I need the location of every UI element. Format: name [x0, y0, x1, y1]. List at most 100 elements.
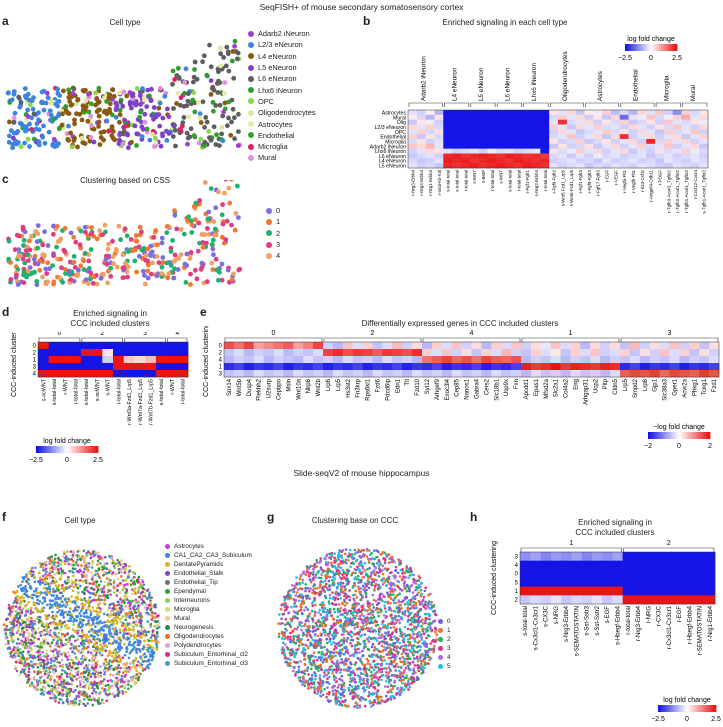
cell-point — [356, 706, 359, 710]
cell-point — [99, 665, 103, 668]
heatmap-d-colorbar-step — [42, 446, 45, 453]
group-label: Microglia — [663, 75, 670, 101]
heatmap-cell — [416, 110, 426, 116]
heatmap-cell — [689, 363, 700, 371]
cell-point — [102, 564, 106, 568]
cell-point — [69, 619, 72, 623]
cell-point — [164, 138, 170, 143]
cell-point — [27, 633, 31, 636]
heatmap-cell — [522, 119, 532, 125]
heatmap-cell — [431, 356, 443, 364]
cell-point — [104, 666, 107, 670]
heatmap-cell — [549, 163, 559, 169]
cell-point — [124, 593, 128, 596]
heatmap-cell — [681, 129, 691, 135]
cell-point — [74, 567, 77, 571]
heatmap-cell — [593, 124, 603, 130]
heatmap-cell — [478, 143, 488, 149]
heatmap-cell — [619, 124, 629, 130]
cell-point — [39, 655, 43, 658]
cell-point — [33, 126, 39, 132]
heatmap-cell — [522, 129, 532, 135]
cell-point — [117, 673, 121, 676]
heatmap-cell — [496, 114, 506, 120]
heatmap-cell — [540, 143, 550, 149]
cell-point — [133, 247, 138, 253]
heatmap-cell — [646, 143, 656, 149]
cell-point — [131, 616, 135, 620]
legend-f-item: Neurogenesis — [165, 623, 252, 632]
heatmap-cell — [496, 110, 506, 116]
cell-point — [11, 655, 14, 659]
cell-point — [145, 596, 149, 600]
heatmap-cell — [342, 342, 353, 350]
cell-point — [171, 259, 177, 264]
heatmap-cell — [422, 363, 433, 371]
cell-point — [86, 680, 89, 683]
cell-point — [11, 135, 16, 141]
heatmap-cell — [681, 143, 691, 149]
cell-point — [209, 260, 215, 266]
cell-point — [328, 588, 332, 591]
cell-point — [9, 631, 12, 634]
cell-point — [216, 189, 221, 195]
cell-point — [137, 677, 140, 680]
heatmap-cell — [323, 363, 334, 371]
cell-point — [32, 570, 35, 573]
heatmap-cell — [560, 370, 571, 378]
group-bracket — [422, 337, 521, 342]
heatmap-col-label: Col4a2 — [564, 378, 570, 398]
cell-point — [153, 616, 157, 620]
cell-point — [55, 594, 59, 597]
cell-point — [120, 674, 124, 678]
heatmap-cell — [540, 114, 550, 120]
cell-point — [174, 73, 180, 78]
cell-point — [83, 615, 86, 618]
heatmap-cell — [600, 349, 611, 357]
cell-point — [133, 102, 139, 108]
cell-point — [78, 228, 84, 234]
panel-d-title-2: CCC included clusters — [70, 319, 150, 328]
cell-point — [10, 626, 13, 630]
cell-point — [99, 562, 102, 565]
cell-point — [74, 639, 77, 643]
cell-point — [51, 137, 57, 142]
cell-point — [12, 247, 18, 252]
cell-point — [86, 666, 89, 670]
cell-point — [128, 565, 131, 568]
heatmap-cell — [610, 143, 621, 149]
heatmap-cell — [522, 163, 532, 169]
cell-point — [120, 575, 123, 578]
cell-point — [25, 107, 31, 113]
cell-point — [61, 701, 65, 705]
cell-point — [70, 665, 73, 669]
heatmap-cell — [70, 342, 82, 350]
cell-point — [58, 675, 62, 678]
heatmap-col-label: Edn1 — [395, 378, 401, 393]
cell-point — [120, 570, 123, 574]
cell-point — [117, 664, 120, 667]
cell-point — [113, 628, 116, 632]
cell-point — [54, 683, 57, 687]
heatmap-cell — [580, 356, 591, 364]
heatmap-cell — [416, 119, 426, 125]
cell-point — [13, 646, 16, 649]
heatmap-cell — [566, 110, 576, 116]
heatmap-cell — [593, 148, 603, 154]
cell-point — [116, 694, 120, 698]
scatter-a — [5, 38, 243, 151]
cell-point — [144, 633, 148, 637]
cell-point — [128, 669, 131, 672]
cell-point — [100, 232, 106, 237]
legend-c-item: 4 — [266, 250, 280, 261]
cell-point — [149, 599, 152, 602]
heatmap-cell — [283, 342, 294, 350]
legend-a-label: L5 eNeuron — [258, 63, 297, 73]
cell-point — [143, 652, 146, 656]
cell-point — [57, 693, 61, 696]
cell-point — [151, 235, 157, 240]
cell-point — [123, 583, 127, 587]
cell-point — [290, 584, 294, 587]
cell-point — [96, 563, 99, 566]
cell-point — [171, 123, 177, 129]
